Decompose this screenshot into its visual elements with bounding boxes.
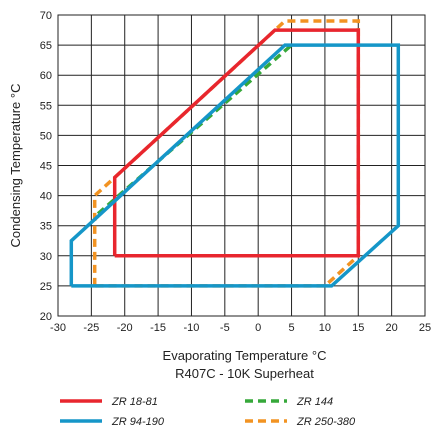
y-tick-label: 50 bbox=[40, 130, 52, 142]
y-tick-label: 35 bbox=[40, 221, 52, 233]
series-line-zr-94-190 bbox=[69, 43, 401, 288]
y-tick-label: 65 bbox=[40, 40, 52, 52]
series-line-zr-250-380 bbox=[92, 19, 361, 288]
y-tick-label: 40 bbox=[40, 191, 52, 203]
legend-label-zr-250-380: ZR 250-380 bbox=[296, 416, 356, 428]
x-tick-label: -5 bbox=[220, 322, 230, 334]
x-tick-label: 15 bbox=[352, 322, 364, 334]
x-tick-label: 25 bbox=[419, 322, 431, 334]
x-tick-label: 0 bbox=[255, 322, 261, 334]
y-tick-label: 45 bbox=[40, 161, 52, 173]
y-tick-label: 60 bbox=[40, 70, 52, 82]
legend-label-zr-144: ZR 144 bbox=[296, 396, 333, 408]
x-tick-label: 10 bbox=[319, 322, 331, 334]
x-tick-label: 20 bbox=[386, 322, 398, 334]
chart-subtitle: R407C - 10K Superheat bbox=[175, 366, 314, 381]
plot-frame bbox=[57, 14, 426, 317]
y-axis-title: Condensing Temperature °C bbox=[8, 84, 23, 248]
y-tick-label: 30 bbox=[40, 251, 52, 263]
y-tick-label: 25 bbox=[40, 281, 52, 293]
x-tick-label: -25 bbox=[83, 322, 99, 334]
y-tick-label: 20 bbox=[40, 311, 52, 323]
y-tick-label: 55 bbox=[40, 100, 52, 112]
x-tick-label: 5 bbox=[288, 322, 294, 334]
x-tick-label: -30 bbox=[50, 322, 66, 334]
legend-label-zr-18-81: ZR 18-81 bbox=[111, 396, 158, 408]
x-tick-label: -10 bbox=[184, 322, 200, 334]
x-axis-title: Evaporating Temperature °C bbox=[163, 348, 327, 363]
legend-label-zr-94-190: ZR 94-190 bbox=[111, 416, 165, 428]
series-line-zr-18-81 bbox=[112, 28, 361, 258]
x-tick-label: -20 bbox=[117, 322, 133, 334]
x-tick-label: -15 bbox=[150, 322, 166, 334]
y-tick-label: 70 bbox=[40, 10, 52, 22]
